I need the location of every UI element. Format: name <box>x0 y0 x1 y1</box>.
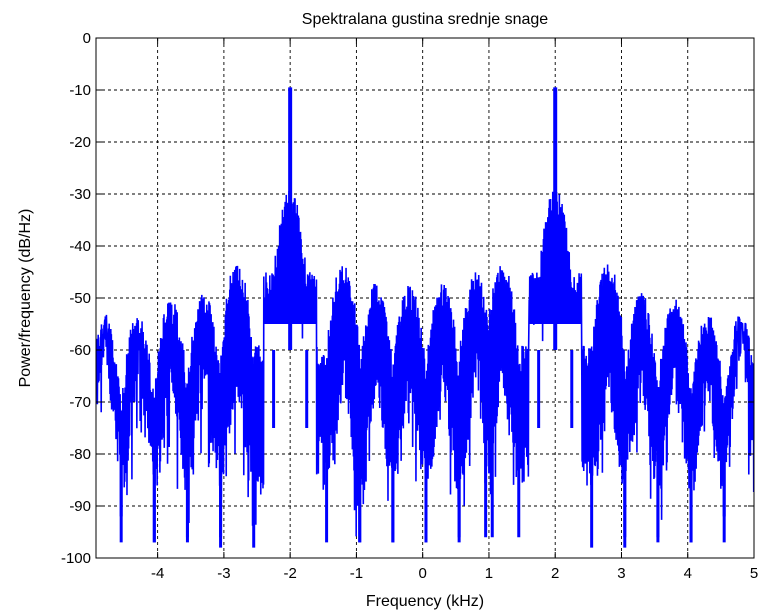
y-tick-label: -60 <box>69 342 91 359</box>
y-tick-label: -30 <box>69 186 91 203</box>
y-tick-label: -10 <box>69 82 91 99</box>
y-tick-label: -80 <box>69 446 91 463</box>
x-tick-label: -4 <box>151 565 164 582</box>
y-tick-label: 0 <box>83 30 91 47</box>
x-tick-label: 3 <box>617 565 625 582</box>
y-tick-label: -100 <box>61 550 91 567</box>
chart-title: Spektralana gustina srednje snage <box>302 11 548 28</box>
psd-series <box>96 87 754 548</box>
x-tick-label: 2 <box>551 565 559 582</box>
x-tick-label: 5 <box>750 565 758 582</box>
y-tick-label: -20 <box>69 134 91 151</box>
y-axis-label: Power/frequency (dB/Hz) <box>17 209 34 388</box>
psd-trace <box>96 190 754 537</box>
x-axis: -4 -3 -2 -1 0 1 2 3 4 5 <box>151 38 758 582</box>
x-tick-label: -1 <box>350 565 363 582</box>
y-tick-label: -90 <box>69 498 91 515</box>
y-tick-label: -40 <box>69 238 91 255</box>
x-tick-label: 0 <box>419 565 427 582</box>
y-axis: 0 -10 -20 -30 -40 -50 -60 -70 -80 -90 -100 <box>61 30 754 567</box>
x-tick-label: 4 <box>684 565 692 582</box>
y-tick-label: -50 <box>69 290 91 307</box>
x-tick-label: -2 <box>283 565 296 582</box>
y-tick-label: -70 <box>69 394 91 411</box>
x-tick-label: 1 <box>485 565 493 582</box>
x-axis-label: Frequency (kHz) <box>366 593 484 610</box>
x-tick-label: -3 <box>217 565 230 582</box>
